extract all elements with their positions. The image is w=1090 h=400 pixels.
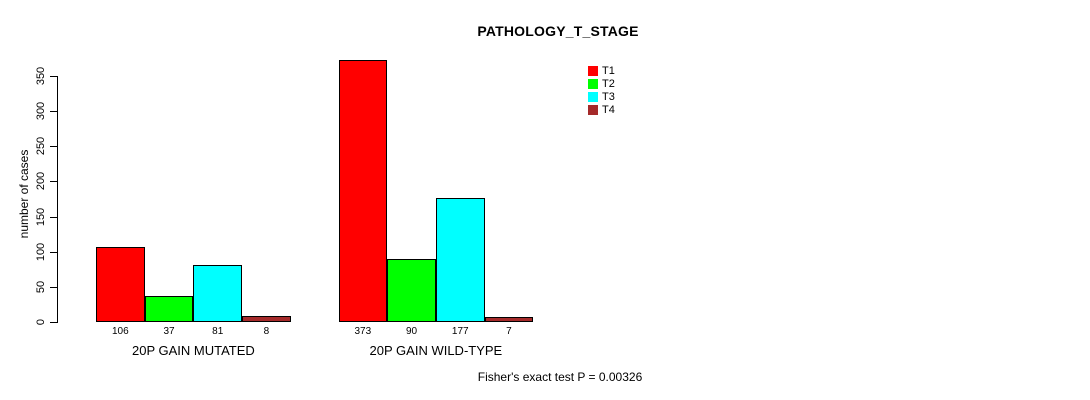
y-tick-label: 50 — [35, 280, 47, 293]
bar-value-label: 37 — [163, 326, 175, 337]
bar-value-label: 106 — [112, 326, 129, 337]
y-tick-label: 250 — [35, 137, 47, 156]
legend-swatch-t2 — [588, 79, 598, 89]
bar-t4-group1 — [242, 316, 291, 322]
y-tick-label: 150 — [35, 207, 47, 226]
bar-value-label: 7 — [506, 326, 512, 337]
legend-swatch-t3 — [588, 92, 598, 102]
bar-value-label: 8 — [263, 326, 270, 337]
y-tick-mark — [50, 76, 57, 77]
y-axis-label: number of cases — [17, 149, 31, 239]
bar-t2-group2 — [387, 258, 436, 322]
legend-label: T1 — [602, 65, 615, 77]
legend-item: T4 — [588, 104, 615, 116]
y-tick-mark — [50, 286, 57, 288]
y-tick-mark — [50, 111, 57, 113]
bar-t4-group2 — [484, 317, 534, 322]
bar-value-label: 90 — [405, 326, 418, 337]
legend-label: T4 — [602, 104, 615, 116]
legend-item: T3 — [588, 91, 615, 103]
bar-t1-group1 — [96, 247, 145, 322]
bar-value-label: 373 — [354, 326, 372, 337]
y-axis-line — [57, 76, 58, 323]
y-tick-label: 200 — [35, 172, 47, 191]
bar-t3-group2 — [435, 197, 485, 322]
y-tick-mark — [50, 251, 57, 253]
legend-label: T2 — [602, 78, 615, 90]
legend-item: T1 — [588, 65, 615, 77]
legend-label: T3 — [602, 91, 615, 103]
y-tick-label: 100 — [35, 242, 47, 261]
bar-t1-group2 — [338, 59, 388, 322]
y-tick-mark — [50, 146, 57, 148]
legend-swatch-t4 — [588, 105, 598, 115]
legend-swatch-t1 — [588, 66, 598, 76]
y-tick-label: 300 — [35, 101, 47, 121]
stat-text: Fisher's exact test P = 0.00326 — [477, 370, 643, 384]
legend-item: T2 — [588, 78, 615, 90]
y-tick-mark — [50, 216, 57, 218]
bar-value-label: 177 — [451, 326, 469, 337]
chart-title: PATHOLOGY_T_STAGE — [477, 23, 639, 39]
x-category-label: 20P GAIN WILD-TYPE — [369, 343, 503, 358]
y-tick-mark — [50, 322, 57, 323]
legend: T1 T2 T3 T4 — [588, 66, 615, 118]
bar-t2-group1 — [144, 295, 194, 322]
bar-t3-group1 — [193, 265, 243, 322]
y-tick-label: 350 — [35, 66, 47, 86]
bar-value-label: 81 — [212, 326, 224, 337]
y-tick-label: 0 — [35, 318, 47, 326]
x-category-label: 20P GAIN MUTATED — [131, 343, 255, 358]
y-tick-mark — [50, 181, 57, 183]
